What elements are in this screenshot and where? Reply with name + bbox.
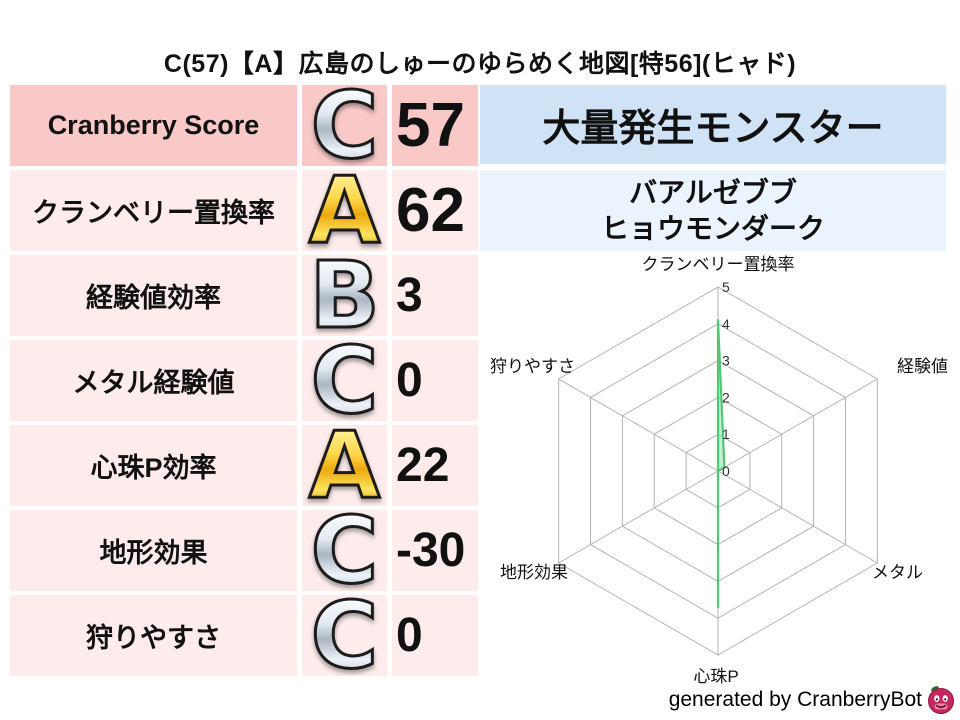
cranberry-mascot-icon [928, 686, 954, 714]
radar-axis-label: メタル [872, 563, 923, 582]
radar-spoke [717, 378, 878, 472]
radar-axis-label: 狩りやすさ [490, 357, 575, 376]
radar-spoke [558, 378, 719, 472]
stat-value: 57 [392, 85, 478, 166]
grade-cell: C [302, 497, 387, 604]
footer: generated by CranberryBot [669, 684, 956, 716]
grade-badge-icon: B [308, 242, 381, 349]
radar-axis-label: 地形効果 [500, 563, 568, 582]
grade-cell: B [302, 242, 387, 349]
grade-cell: C [302, 72, 387, 179]
stat-label: 経験値効率 [10, 255, 297, 336]
radar-tick-label: 3 [722, 353, 730, 369]
stat-value: -30 [392, 510, 478, 591]
stats-table: Cranberry Score C 57 クランベリー置換率 A 62 経験値効率 B 3 メタル… [10, 72, 478, 689]
stat-label: 地形効果 [10, 510, 297, 591]
grade-cell: A [302, 412, 387, 519]
page-title: C(57)【A】広島のしゅーのゆらめく地図[特56](ヒャド) [163, 50, 797, 78]
stat-label: 狩りやすさ [10, 595, 297, 676]
grade-badge-icon: A [307, 157, 381, 264]
grade-badge-icon: C [309, 582, 380, 689]
grade-cell: C [302, 327, 387, 434]
radar-data-polygon [716, 319, 726, 609]
monster-name: バアルゼブブ [629, 176, 797, 208]
stat-value: 62 [392, 170, 478, 251]
grade-badge-icon: A [307, 412, 381, 519]
monster-list: バアルゼブブ ヒョウモンダーク [480, 170, 946, 251]
radar-tick-label: 1 [722, 426, 730, 442]
stat-label: クランベリー置換率 [10, 170, 297, 251]
stat-value: 0 [392, 595, 478, 676]
radar-spoke [717, 470, 878, 564]
radar-axis-label: クランベリー置換率 [642, 255, 795, 274]
radar-tick-label: 0 [722, 463, 730, 479]
stat-label: 心珠P効率 [10, 425, 297, 506]
monster-panel-header: 大量発生モンスター [480, 85, 946, 164]
radar-tick-label: 2 [722, 389, 730, 405]
radar-spoke [558, 470, 719, 564]
grade-badge-icon: C [309, 327, 380, 434]
footer-credit-text: generated by CranberryBot [668, 688, 922, 711]
grade-badge-icon: C [309, 72, 380, 179]
stat-value: 3 [392, 255, 478, 336]
grade-cell: A [302, 157, 387, 264]
stat-label: Cranberry Score [10, 85, 297, 166]
monster-name: ヒョウモンダーク [600, 212, 825, 244]
radar-axis-label: 心珠P [693, 667, 738, 686]
radar-axis-label: 経験値 [897, 357, 948, 376]
radar-tick-label: 5 [722, 279, 730, 295]
grade-badge-icon: C [309, 497, 380, 604]
grade-cell: C [302, 582, 387, 689]
stat-value: 0 [392, 340, 478, 421]
stat-value: 22 [392, 425, 478, 506]
stat-label: メタル経験値 [10, 340, 297, 421]
radar-tick-label: 4 [722, 316, 730, 332]
